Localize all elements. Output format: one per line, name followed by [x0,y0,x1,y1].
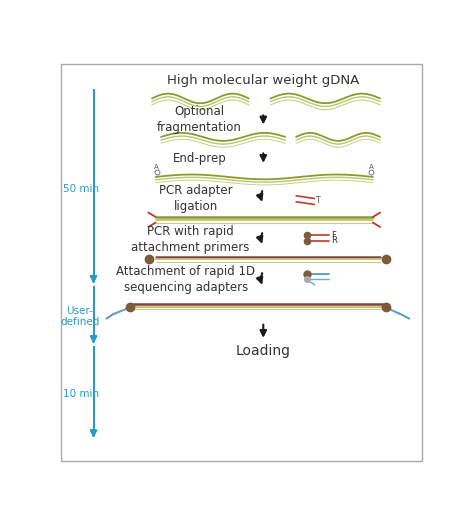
Text: PCR adapter
ligation: PCR adapter ligation [159,184,233,213]
Text: 50 min: 50 min [63,184,99,193]
FancyBboxPatch shape [61,64,422,461]
Text: T: T [316,196,321,205]
Text: 10 min: 10 min [63,389,99,399]
Text: Attachment of rapid 1D
sequencing adapters: Attachment of rapid 1D sequencing adapte… [116,265,255,294]
Text: High molecular weight gDNA: High molecular weight gDNA [167,74,359,87]
Text: Optional
fragmentation: Optional fragmentation [157,105,242,134]
Text: User-
defined: User- defined [60,306,100,328]
Text: R: R [331,237,337,245]
Text: Loading: Loading [236,344,291,358]
Text: End-prep: End-prep [172,152,226,165]
Text: F: F [331,231,336,240]
Text: A: A [369,164,374,170]
Text: A: A [154,164,159,170]
Text: PCR with rapid
attachment primers: PCR with rapid attachment primers [131,225,250,254]
